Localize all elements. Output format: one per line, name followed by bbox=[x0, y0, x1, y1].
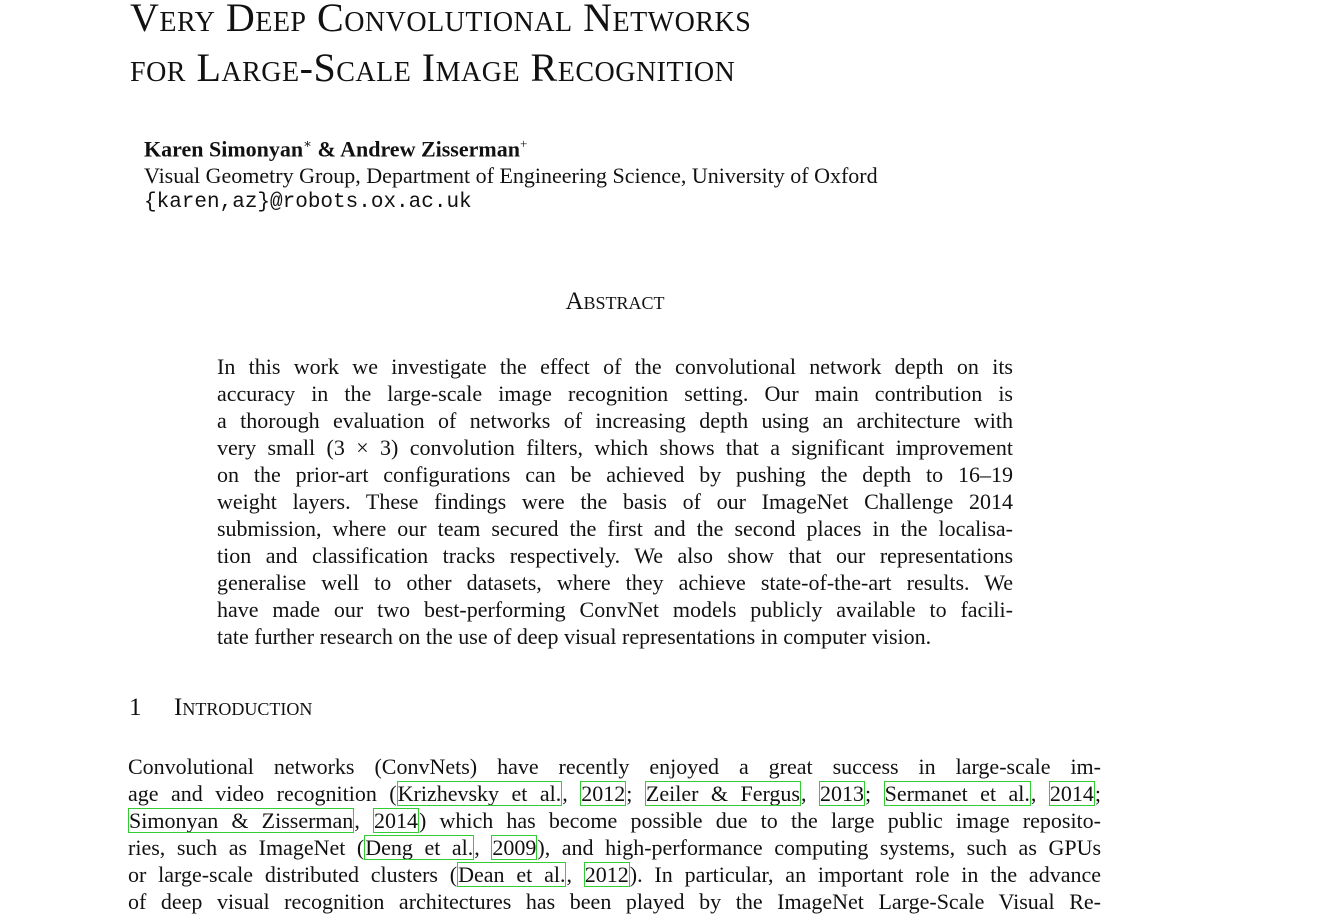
text-line: of deep visual recognition architectures… bbox=[128, 888, 1101, 915]
citation-link[interactable]: Simonyan & Zisserman bbox=[128, 808, 355, 833]
introduction-body: Convolutional networks (ConvNets) have r… bbox=[128, 753, 1101, 915]
text-line: or large-scale distributed clusters (Dea… bbox=[128, 861, 1101, 888]
section-number: 1 bbox=[129, 694, 142, 721]
citation-link[interactable]: 2013 bbox=[819, 781, 865, 806]
text-line: accuracy in the large-scale image recogn… bbox=[217, 381, 1013, 406]
text-run: ) which has become possible due to the l… bbox=[418, 808, 1101, 833]
text-run: age and video recognition ( bbox=[128, 781, 397, 806]
text-line: tate further research on the use of deep… bbox=[217, 624, 932, 649]
text-run: ries, such as ImageNet ( bbox=[128, 835, 365, 860]
text-run: or large-scale distributed clusters ( bbox=[128, 862, 458, 887]
text-run: , bbox=[354, 808, 373, 833]
citation-link[interactable]: 2014 bbox=[372, 808, 419, 833]
text-run: , bbox=[562, 781, 581, 806]
author: Karen Simonyan bbox=[144, 136, 304, 162]
abstract-heading: Abstract bbox=[565, 288, 665, 315]
text-run: , bbox=[1030, 781, 1049, 806]
author: & Andrew Zisserman bbox=[317, 136, 520, 162]
title-line: for Large-Scale Image Recognition bbox=[130, 45, 736, 90]
citation-link[interactable]: 2009 bbox=[491, 835, 538, 860]
text-run: ; bbox=[865, 781, 884, 806]
text-run: ; bbox=[626, 781, 645, 806]
text-run: , bbox=[566, 862, 584, 887]
text-line: age and video recognition (Krizhevsky et… bbox=[128, 780, 1101, 807]
citation-link[interactable]: 2014 bbox=[1048, 781, 1095, 806]
text-line: Simonyan & Zisserman, 2014) which has be… bbox=[128, 807, 1101, 834]
text-line: generalise well to other datasets, where… bbox=[217, 570, 1013, 595]
text-line: In this work we investigate the effect o… bbox=[217, 354, 1013, 379]
text-line: on the prior-art configurations can be a… bbox=[217, 462, 1013, 487]
citation-link[interactable]: Krizhevsky et al. bbox=[396, 781, 563, 806]
citation-link[interactable]: 2012 bbox=[580, 781, 627, 806]
text-run: ). In particular, an important role in t… bbox=[629, 862, 1101, 887]
authors: Karen Simonyan∗ & Andrew Zisserman+ bbox=[144, 136, 527, 162]
text-line: a thorough evaluation of networks of inc… bbox=[217, 408, 1013, 433]
text-line: ries, such as ImageNet (Deng et al., 200… bbox=[128, 834, 1101, 861]
text-run: Convolutional networks (ConvNets) have r… bbox=[128, 754, 1101, 779]
title-line: Very Deep Convolutional Networks bbox=[130, 0, 752, 40]
email: {karen,az}@robots.ox.ac.uk bbox=[144, 191, 472, 214]
page: Paper {"title": {"lines": ["Very Deep Co… bbox=[128, 0, 1102, 914]
affiliation: Visual Geometry Group, Department of Eng… bbox=[144, 163, 878, 188]
text-run: ; bbox=[1094, 781, 1102, 806]
citation-link[interactable]: Zeiler & Fergus bbox=[644, 781, 801, 806]
text-run: , bbox=[474, 835, 492, 860]
text-line: very small (3 × 3) convolution filters, … bbox=[217, 435, 1013, 460]
text-line: submission, where our team secured the f… bbox=[217, 516, 1013, 541]
section-heading: Introduction bbox=[174, 694, 313, 721]
text-run: ), and high-performance computing system… bbox=[537, 835, 1102, 860]
citation-link[interactable]: Sermanet et al. bbox=[883, 781, 1031, 806]
footnote-mark: ∗ bbox=[303, 136, 312, 151]
text-run: , bbox=[801, 781, 819, 806]
text-line: weight layers. These findings were the b… bbox=[217, 489, 1013, 514]
footnote-mark: + bbox=[519, 136, 528, 151]
abstract-body: In this work we investigate the effect o… bbox=[217, 353, 1013, 650]
citation-link[interactable]: Dean et al. bbox=[457, 862, 567, 887]
text-line: have made our two best-performing ConvNe… bbox=[217, 597, 1013, 622]
text-line: Convolutional networks (ConvNets) have r… bbox=[128, 753, 1101, 780]
text-line: tion and classification tracks respectiv… bbox=[217, 543, 1013, 568]
paper: Very Deep Convolutional Networks for Lar… bbox=[128, 0, 1102, 914]
citation-link[interactable]: Deng et al. bbox=[364, 835, 475, 860]
citation-link[interactable]: 2012 bbox=[583, 862, 630, 887]
